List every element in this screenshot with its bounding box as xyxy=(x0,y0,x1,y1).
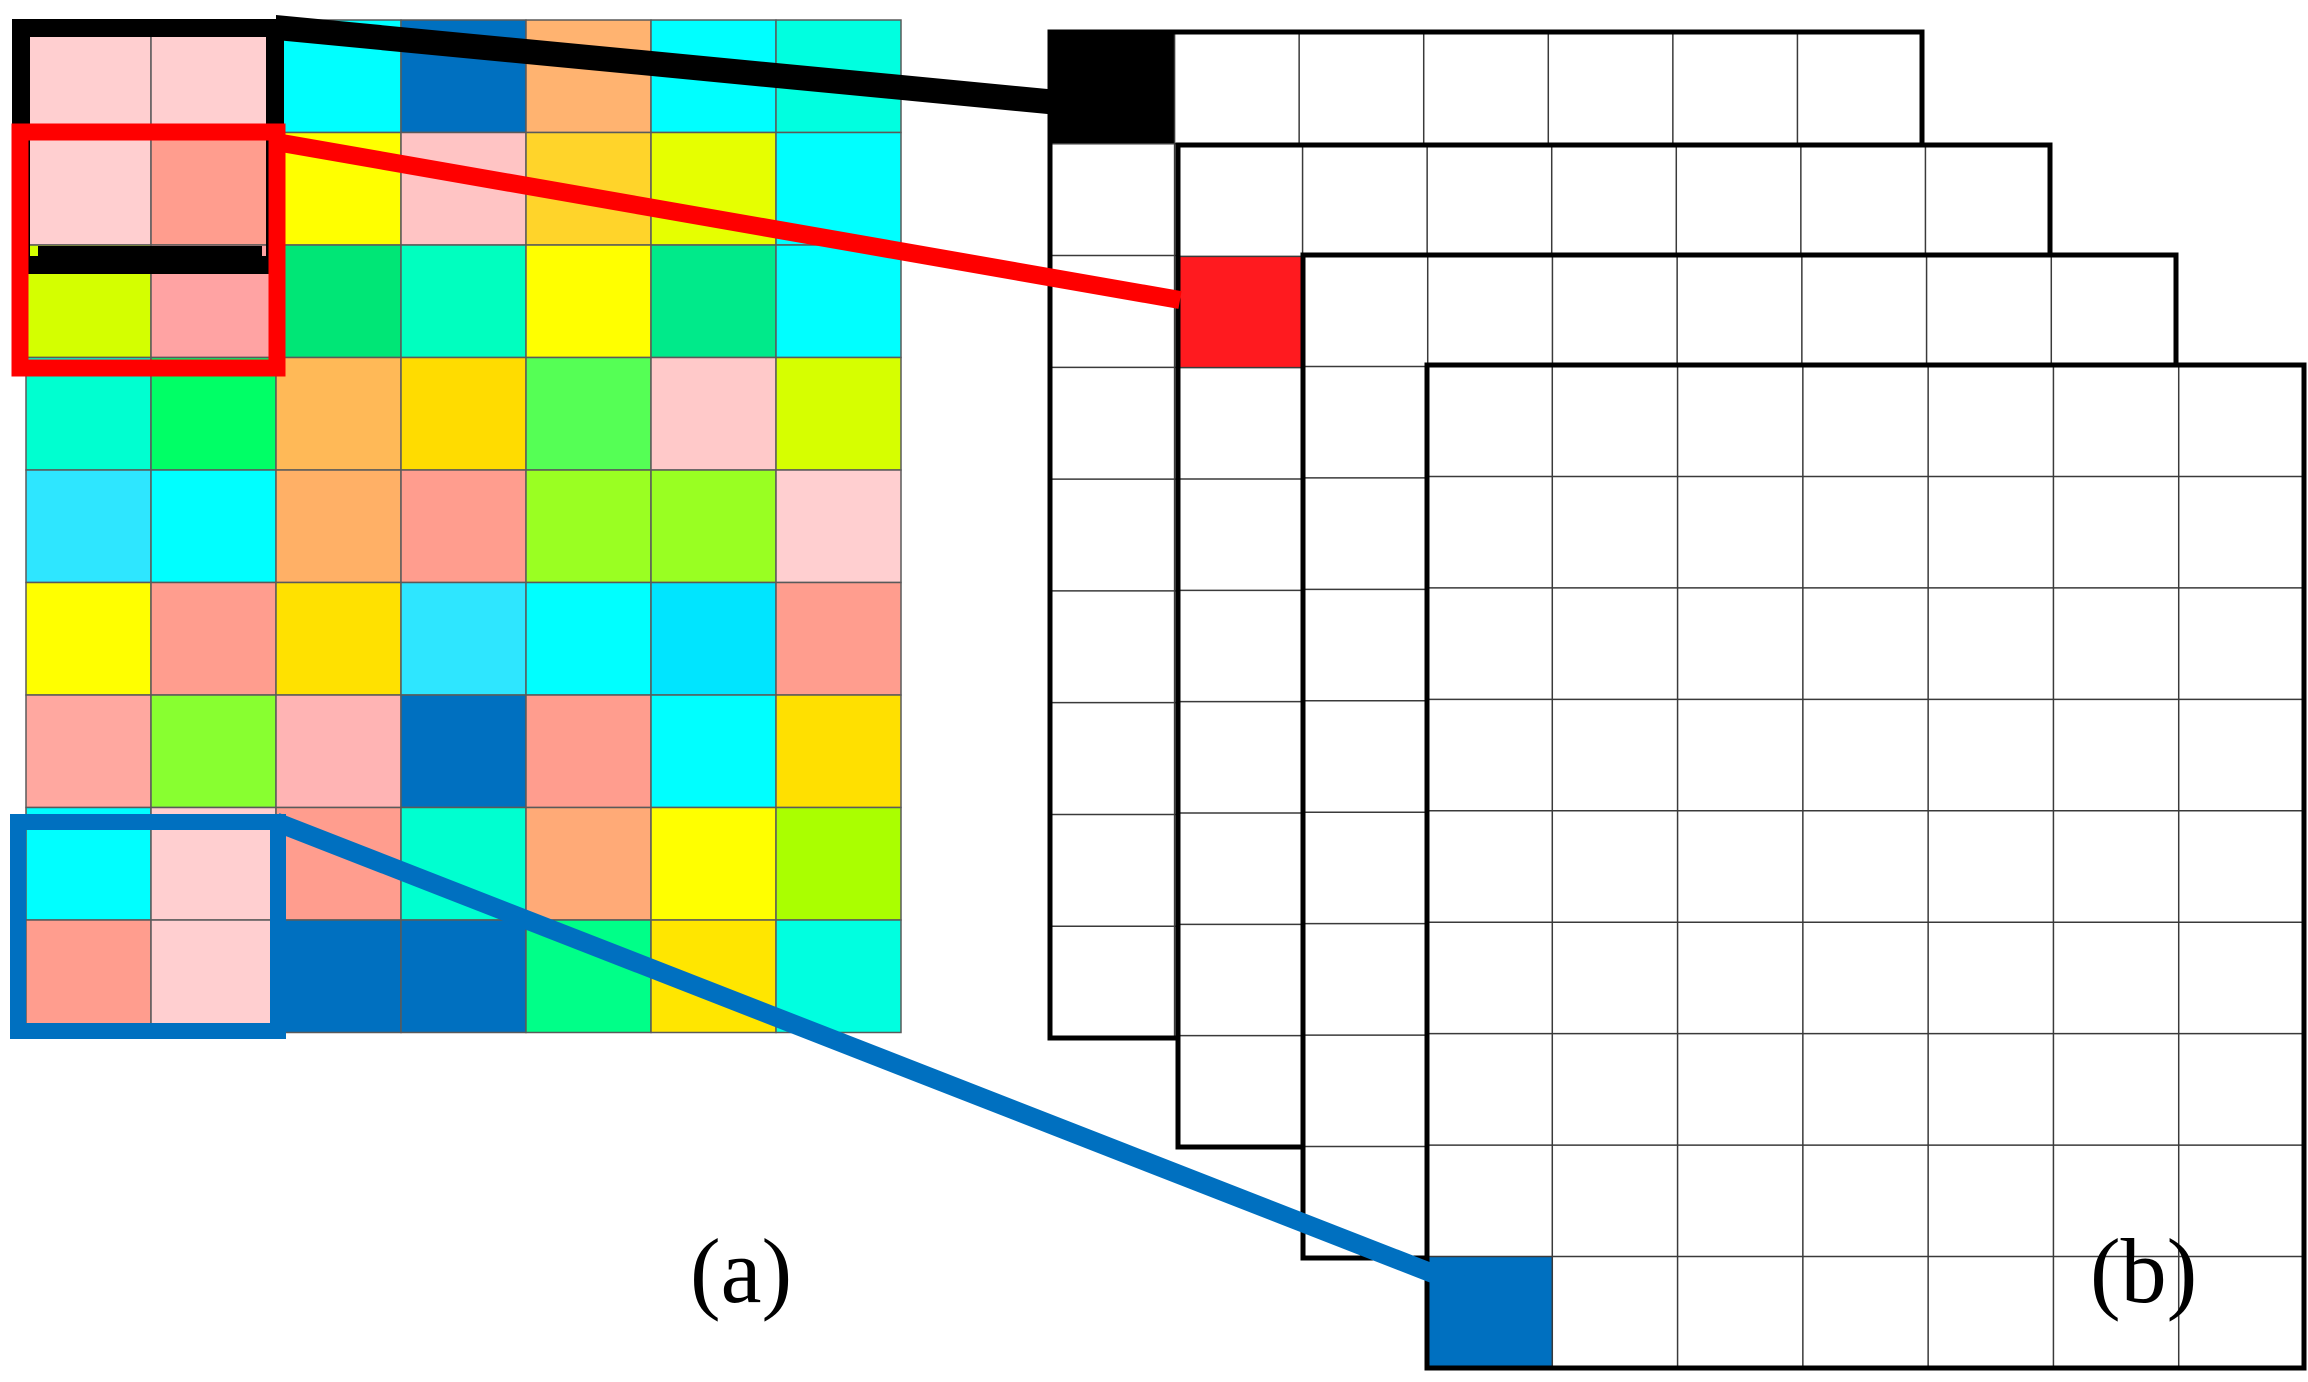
input-cell xyxy=(650,581,777,696)
feature-map-background xyxy=(1427,365,2304,1368)
feature-map-border xyxy=(1424,362,2307,1371)
connector-line-red xyxy=(274,133,1182,309)
input-cell xyxy=(650,356,777,471)
input-cell xyxy=(525,19,652,134)
input-cell xyxy=(150,581,277,696)
caption-a: (a) xyxy=(690,1220,792,1322)
input-cell xyxy=(525,469,652,584)
input-cell xyxy=(650,694,777,809)
input-cell xyxy=(400,244,527,359)
feature-map-highlight-cell xyxy=(1178,256,1303,368)
input-cell xyxy=(275,356,402,471)
input-cell xyxy=(400,469,527,584)
input-cell xyxy=(25,19,152,134)
input-cell xyxy=(650,244,777,359)
input-cell xyxy=(275,244,402,359)
input-cell xyxy=(525,356,652,471)
input-cell xyxy=(150,131,277,246)
input-cell xyxy=(25,919,152,1034)
input-cell xyxy=(525,694,652,809)
input-cell xyxy=(400,581,527,696)
input-cell xyxy=(400,919,527,1034)
feature-map xyxy=(1424,362,2307,1371)
input-cell xyxy=(150,694,277,809)
caption-b: (b) xyxy=(2090,1220,2197,1322)
feature-map-stack xyxy=(1047,29,2307,1371)
feature-map-highlight-cell xyxy=(1050,32,1175,144)
input-cell xyxy=(275,469,402,584)
connector-line-blue xyxy=(272,813,1474,1297)
input-cell xyxy=(775,469,902,584)
input-cell xyxy=(275,694,402,809)
input-cell xyxy=(25,694,152,809)
input-cell xyxy=(650,469,777,584)
input-cell xyxy=(150,19,277,134)
input-cell xyxy=(775,806,902,921)
input-cell xyxy=(275,919,402,1034)
input-cell xyxy=(775,694,902,809)
input-cell xyxy=(150,919,277,1034)
input-cell xyxy=(775,581,902,696)
connector-line-black xyxy=(276,15,1058,115)
input-cell xyxy=(400,694,527,809)
receptive-field-box-blue xyxy=(10,814,286,1039)
input-cell xyxy=(25,581,152,696)
input-cell xyxy=(525,581,652,696)
input-cell xyxy=(775,244,902,359)
input-cell xyxy=(25,469,152,584)
connector-lines xyxy=(272,15,1474,1297)
input-cell xyxy=(525,806,652,921)
input-cell xyxy=(650,806,777,921)
receptive-field-boxes xyxy=(10,19,286,1039)
receptive-field-box-red xyxy=(11,123,286,377)
input-grid xyxy=(25,19,902,1034)
input-cell xyxy=(150,469,277,584)
input-cell xyxy=(275,581,402,696)
input-cell xyxy=(525,244,652,359)
input-cell xyxy=(775,356,902,471)
input-cell xyxy=(400,356,527,471)
input-cell xyxy=(25,131,152,246)
